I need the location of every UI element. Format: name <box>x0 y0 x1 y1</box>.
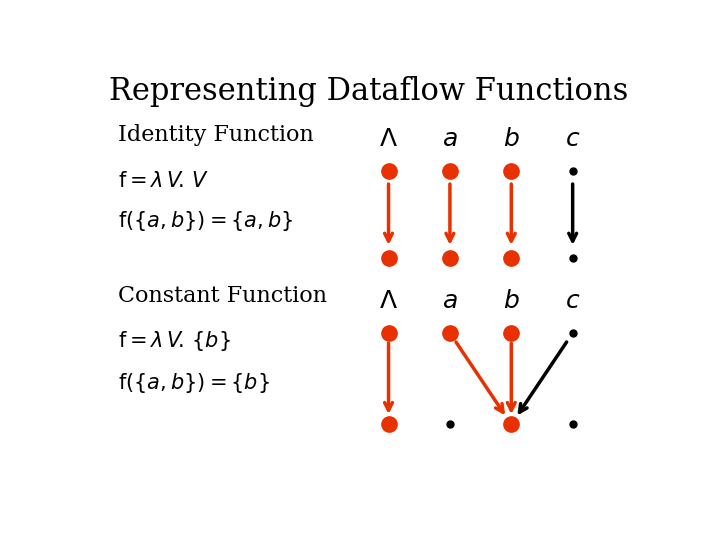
Text: $c$: $c$ <box>565 291 580 313</box>
Text: $\mathrm{f}(\{a,b\}) = \{a,b\}$: $\mathrm{f}(\{a,b\}) = \{a,b\}$ <box>118 209 293 233</box>
Text: $b$: $b$ <box>503 291 520 313</box>
Text: $\mathrm{f} = \lambda\, V\!.\,\{b\}$: $\mathrm{f} = \lambda\, V\!.\,\{b\}$ <box>118 329 231 353</box>
Text: $b$: $b$ <box>503 128 520 151</box>
Text: $a$: $a$ <box>442 128 458 151</box>
Text: Constant Function: Constant Function <box>118 285 327 307</box>
Text: $\mathrm{f}(\{a,b\}) = \{b\}$: $\mathrm{f}(\{a,b\}) = \{b\}$ <box>118 371 270 395</box>
Text: $c$: $c$ <box>565 128 580 151</box>
Text: Identity Function: Identity Function <box>118 125 314 146</box>
Text: Representing Dataflow Functions: Representing Dataflow Functions <box>109 76 629 107</box>
Text: $a$: $a$ <box>442 291 458 313</box>
Text: $\Lambda$: $\Lambda$ <box>379 291 398 313</box>
Text: $\Lambda$: $\Lambda$ <box>379 128 398 151</box>
Text: $\mathrm{f} = \lambda\, V\!.\,V$: $\mathrm{f} = \lambda\, V\!.\,V$ <box>118 171 209 191</box>
